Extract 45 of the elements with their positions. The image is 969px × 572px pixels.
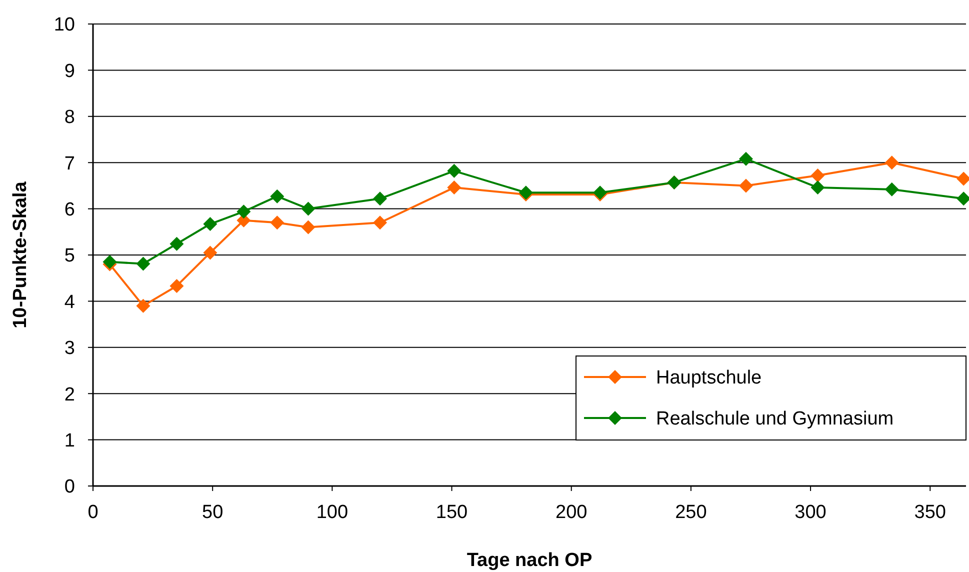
y-tick-label: 0 — [64, 476, 75, 498]
x-tick-label: 250 — [675, 502, 707, 523]
point — [170, 236, 184, 251]
y-tick-label: 4 — [64, 292, 76, 313]
y-tick-label: 8 — [64, 107, 75, 128]
point — [810, 168, 825, 183]
point — [373, 216, 388, 230]
point — [136, 298, 150, 313]
point — [270, 189, 284, 204]
x-tick-label: 200 — [556, 502, 588, 523]
point — [373, 192, 388, 206]
point — [270, 216, 284, 230]
point — [810, 180, 825, 195]
x-tick-label: 300 — [794, 502, 826, 523]
x-tick-label: 350 — [914, 502, 946, 523]
point — [738, 152, 753, 166]
point — [236, 204, 251, 219]
y-tick-label: 5 — [64, 246, 75, 267]
x-tick-label: 50 — [202, 502, 224, 523]
point — [301, 220, 316, 234]
legend-label: Realschule und Gymnasium — [656, 408, 894, 430]
point — [136, 256, 150, 271]
x-tick-label: 0 — [88, 502, 98, 523]
point — [884, 156, 899, 170]
x-tick-label: 100 — [316, 502, 348, 523]
point — [884, 182, 899, 196]
point — [447, 164, 462, 178]
y-tick-label: 1 — [64, 430, 75, 452]
point — [203, 217, 218, 232]
y-tick-label: 3 — [64, 338, 75, 360]
y-tick-label: 9 — [64, 60, 75, 82]
y-tick-label: 10 — [54, 14, 75, 36]
x-tick-label: 150 — [436, 502, 468, 523]
point — [447, 180, 462, 195]
x-axis-title: Tage nach OP — [466, 550, 592, 571]
point — [203, 246, 218, 260]
point — [301, 202, 316, 216]
point — [170, 278, 184, 293]
y-tick-label: 2 — [64, 384, 75, 406]
point — [738, 178, 753, 193]
y-tick-label: 7 — [64, 153, 75, 174]
point — [102, 254, 117, 269]
legend-label: Hauptschule — [656, 368, 762, 389]
y-axis-title: 10-Punkte-Skala — [10, 181, 31, 328]
y-tick-label: 6 — [64, 199, 75, 220]
